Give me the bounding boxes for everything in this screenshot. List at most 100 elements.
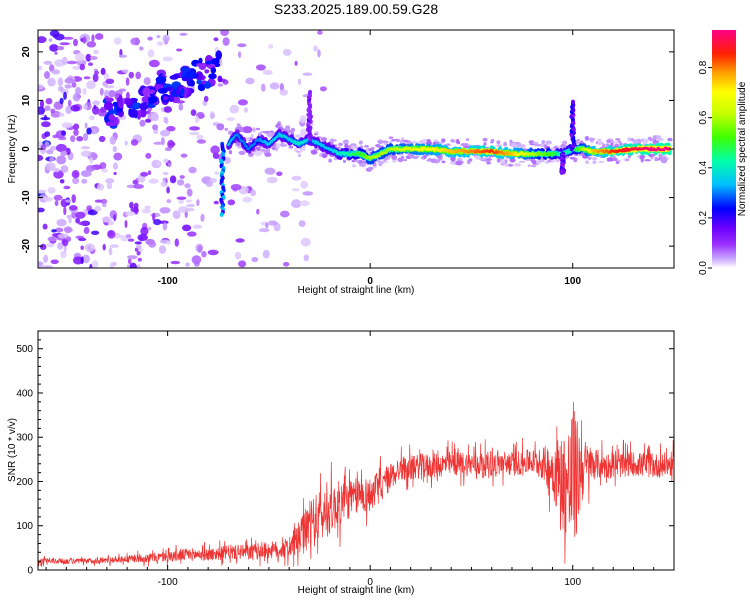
spectrogram-cell bbox=[55, 227, 64, 233]
spectrogram-cell bbox=[197, 244, 203, 253]
spectrogram-cell bbox=[133, 202, 139, 209]
spectrogram-cell bbox=[78, 237, 87, 242]
spectrogram-cell bbox=[255, 127, 260, 131]
spectrogram-cell bbox=[196, 62, 207, 67]
spectrogram-x-label: Height of straight line (km) bbox=[298, 285, 415, 296]
spectrogram-cell bbox=[120, 237, 129, 242]
snr-panel: -100 0 100 0 100 200 300 400 500 Height of strai… bbox=[7, 330, 675, 596]
spectrogram-cell bbox=[426, 159, 431, 162]
snr-y-tick-label: 500 bbox=[16, 344, 33, 355]
spectrogram-cell bbox=[243, 107, 249, 113]
snr-y-tick-label: 200 bbox=[16, 477, 33, 488]
spectrogram-cell bbox=[104, 89, 110, 98]
colorbar: 0.0 0.2 0.4 0.6 0.8 Normalized spectral ampl… bbox=[698, 30, 748, 275]
spectrogram-cell bbox=[103, 72, 110, 81]
spectrogram-cell bbox=[98, 135, 106, 143]
spectrogram-cell bbox=[38, 189, 47, 194]
spectrogram-cell bbox=[113, 162, 118, 170]
spectrogram-cell bbox=[46, 149, 54, 155]
spectrogram-cell bbox=[463, 145, 470, 149]
spectrogram-cell bbox=[63, 245, 67, 253]
spectrogram-cell bbox=[433, 139, 439, 142]
colorbar-tick-label: 0.4 bbox=[698, 160, 709, 174]
spectrogram-cell bbox=[89, 157, 94, 164]
spectrogram-cell bbox=[615, 138, 621, 141]
spectrogram-cell bbox=[297, 153, 301, 158]
spectrogram-cell bbox=[118, 88, 127, 92]
spectrogram-cell bbox=[166, 186, 170, 194]
spectrogram-cell bbox=[94, 199, 103, 203]
spectrogram-cell bbox=[68, 214, 72, 224]
spectrogram-cell bbox=[66, 60, 78, 65]
spectrogram-cell bbox=[70, 104, 80, 112]
snr-y-tick-label: 400 bbox=[16, 388, 33, 399]
spectrogram-cell bbox=[189, 80, 195, 87]
spectrogram-cell bbox=[299, 115, 307, 124]
spectrogram-cell bbox=[559, 170, 564, 176]
spectrogram-cell bbox=[47, 236, 58, 242]
spectrogram-cell bbox=[256, 64, 266, 71]
spectrogram-cell bbox=[531, 141, 539, 145]
spectrogram-cell bbox=[185, 262, 190, 267]
spectrogram-cell bbox=[94, 70, 99, 75]
spectrogram-cell bbox=[279, 89, 289, 96]
spectrogram-cell bbox=[42, 223, 48, 230]
spectrogram-cell bbox=[118, 94, 123, 104]
spectrogram-cell bbox=[475, 155, 480, 160]
spectrogram-cell bbox=[655, 135, 661, 140]
spectrogram-cell bbox=[283, 127, 290, 130]
spectrogram-cell bbox=[298, 220, 306, 228]
spectrogram-cell bbox=[165, 240, 171, 245]
spectrogram-cell bbox=[91, 260, 99, 268]
spectrogram-cell bbox=[152, 212, 156, 222]
spectrogram-cell bbox=[48, 38, 53, 42]
spectrogram-cell bbox=[213, 37, 219, 42]
spectrogram-cell bbox=[91, 34, 95, 42]
spectrogram-cell bbox=[291, 175, 302, 181]
spectrogram-cell bbox=[612, 157, 618, 162]
spectrogram-cell bbox=[530, 164, 537, 168]
spectrogram-cell bbox=[192, 224, 203, 229]
spectrogram-cell bbox=[185, 70, 197, 79]
spectrogram-cell bbox=[185, 204, 196, 208]
spectrogram-cell bbox=[278, 132, 281, 136]
spectrogram-cell bbox=[105, 78, 115, 85]
spectrogram-cell bbox=[217, 83, 223, 87]
spectrogram-cell bbox=[38, 84, 44, 90]
spectrogram-cell bbox=[456, 140, 461, 145]
spectrogram-cell bbox=[166, 199, 172, 204]
spectrogram-cell bbox=[125, 234, 132, 239]
spectrogram-cell bbox=[196, 139, 206, 144]
spectrogram-cell bbox=[406, 140, 411, 143]
spectrogram-cell bbox=[561, 141, 566, 145]
spectrogram-cell bbox=[434, 159, 439, 164]
spectrogram-cell bbox=[383, 159, 387, 162]
spectrogram-cell bbox=[105, 97, 114, 102]
spectrogram-cell bbox=[72, 177, 80, 185]
spectrogram-cell bbox=[319, 86, 327, 92]
spectrogram-cell bbox=[291, 199, 302, 209]
spectrogram-cell bbox=[256, 208, 260, 215]
spectrogram-cell bbox=[441, 160, 446, 164]
spectrogram-cell bbox=[294, 134, 301, 138]
spectrogram-cell bbox=[391, 139, 396, 142]
spectrogram-cell bbox=[80, 150, 92, 157]
snr-y-label: SNR (10 * v/v) bbox=[7, 418, 18, 482]
spectrogram-cell bbox=[82, 104, 88, 110]
spectrogram-cell bbox=[496, 144, 503, 147]
spectrogram-cell bbox=[280, 142, 285, 148]
spectrogram-cell bbox=[507, 163, 514, 167]
spectrogram-cell bbox=[147, 36, 153, 41]
spectrogram-cell bbox=[661, 154, 667, 157]
spectrogram-cell bbox=[129, 262, 137, 268]
spectrogram-cell bbox=[445, 143, 451, 146]
spectrogram-cell bbox=[93, 49, 99, 55]
spectrogram-cell bbox=[226, 117, 236, 121]
spectrogram-cell bbox=[201, 251, 207, 258]
spectrogram-cell bbox=[237, 99, 248, 106]
spectrogram-cell bbox=[398, 154, 404, 156]
spectrogram-cell bbox=[108, 90, 116, 98]
spectrogram-cell bbox=[334, 149, 338, 153]
spectrogram-cell bbox=[167, 139, 175, 149]
spectrogram-cell bbox=[337, 146, 341, 150]
